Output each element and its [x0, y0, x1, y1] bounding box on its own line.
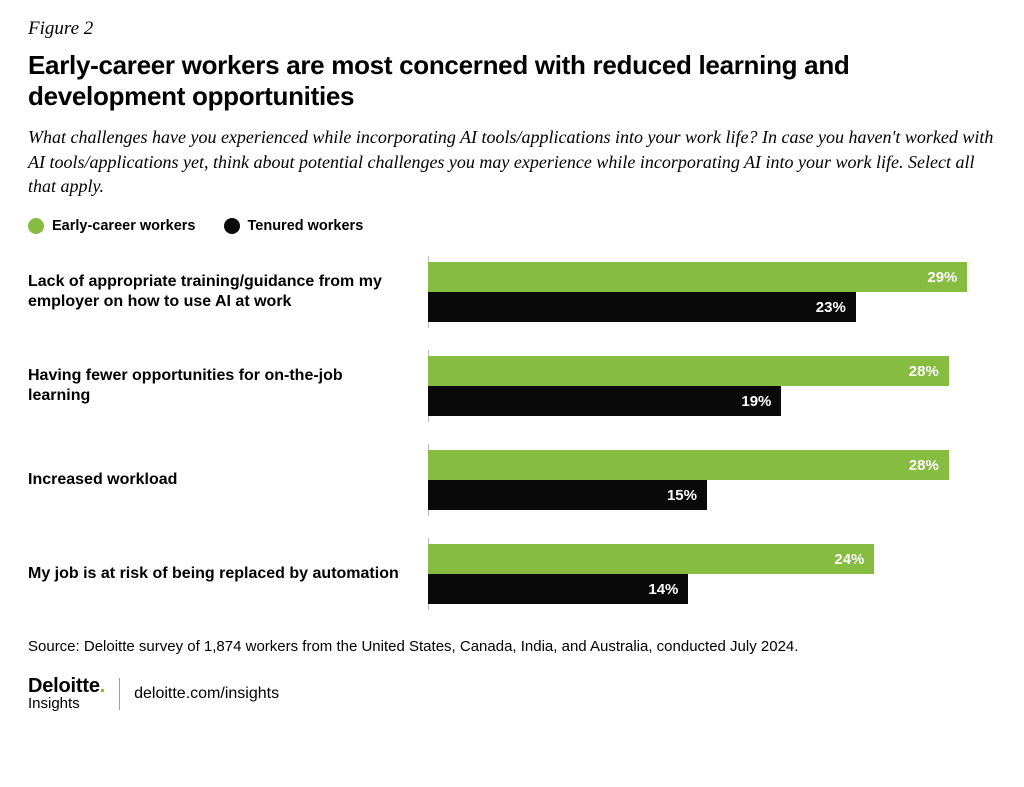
bar-value-label: 29%: [927, 269, 957, 286]
bar-group: 29% 23%: [428, 262, 986, 322]
bar-chart: Lack of appropriate training/guidance fr…: [28, 262, 996, 604]
category-label: Lack of appropriate training/guidance fr…: [28, 272, 428, 312]
footer-url: deloitte.com/insights: [134, 685, 279, 703]
figure-container: Figure 2 Early-career workers are most c…: [0, 0, 1024, 711]
bar-value-label: 24%: [834, 551, 864, 568]
bar-series2: 15%: [428, 480, 707, 510]
bar-value-label: 15%: [667, 487, 697, 504]
legend-swatch-early-career: [28, 218, 44, 234]
bar-series1: 28%: [428, 450, 949, 480]
bar-series2: 14%: [428, 574, 688, 604]
brand-name: Deloitte: [28, 675, 100, 697]
bar-series1: 29%: [428, 262, 967, 292]
category-label: Increased workload: [28, 470, 428, 490]
bar-value-label: 23%: [816, 299, 846, 316]
figure-subtitle: What challenges have you experienced whi…: [28, 125, 996, 198]
bar-series1: 28%: [428, 356, 949, 386]
legend-swatch-tenured: [224, 218, 240, 234]
legend-label-tenured: Tenured workers: [248, 218, 364, 234]
legend-item-early-career: Early-career workers: [28, 218, 196, 234]
brand-block: Deloitte. Insights: [28, 677, 105, 711]
bar-group: 28% 19%: [428, 356, 986, 416]
bar-value-label: 28%: [909, 457, 939, 474]
bar-series2: 19%: [428, 386, 781, 416]
category-label: Having fewer opportunities for on-the-jo…: [28, 366, 428, 406]
bar-series2: 23%: [428, 292, 856, 322]
category-label: My job is at risk of being replaced by a…: [28, 564, 428, 584]
bar-value-label: 19%: [741, 393, 771, 410]
source-note: Source: Deloitte survey of 1,874 workers…: [28, 638, 996, 655]
bar-series1: 24%: [428, 544, 874, 574]
legend: Early-career workers Tenured workers: [28, 218, 996, 234]
brand-dot-icon: .: [100, 675, 105, 697]
figure-label: Figure 2: [28, 18, 996, 40]
footer: Deloitte. Insights deloitte.com/insights: [28, 677, 996, 711]
bar-value-label: 14%: [648, 581, 678, 598]
bar-value-label: 28%: [909, 363, 939, 380]
bar-group: 28% 15%: [428, 450, 986, 510]
brand-subname: Insights: [28, 697, 105, 711]
legend-label-early-career: Early-career workers: [52, 218, 196, 234]
legend-item-tenured: Tenured workers: [224, 218, 364, 234]
bar-group: 24% 14%: [428, 544, 986, 604]
footer-divider: [119, 678, 120, 710]
figure-title: Early-career workers are most concerned …: [28, 50, 988, 111]
